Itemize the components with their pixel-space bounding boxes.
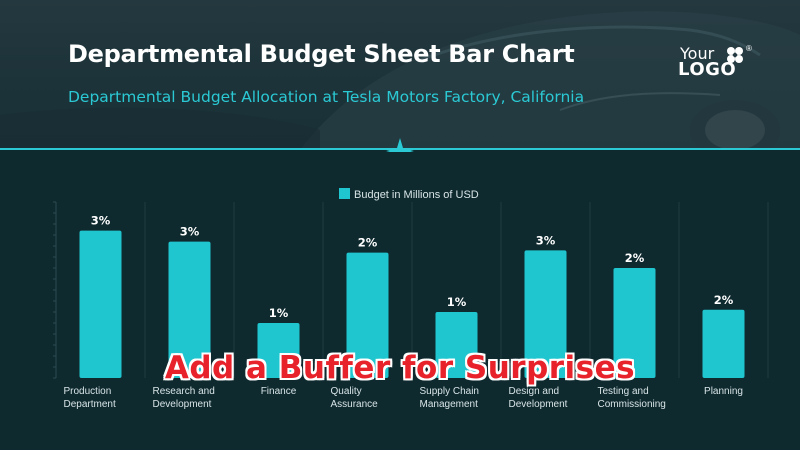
chart-grid: [53, 201, 769, 379]
category-label: Management: [420, 399, 479, 410]
logo-text-bottom: LOGO: [678, 59, 737, 80]
category-label: Research and: [153, 386, 215, 397]
bar-value-label: 2%: [714, 293, 734, 307]
legend-label: Budget in Millions of USD: [354, 189, 479, 201]
category-label: Commissioning: [598, 399, 666, 410]
bar-value-label: 1%: [447, 295, 467, 309]
bar-value-label: 2%: [358, 236, 378, 250]
sparkle-star-icon: [386, 138, 414, 164]
logo-text-top: Your: [680, 44, 715, 63]
category-label: Finance: [261, 386, 297, 397]
bar-value-label: 3%: [91, 214, 111, 228]
category-label: Design and: [509, 386, 560, 397]
bar-value-label: 3%: [180, 225, 200, 239]
overlay-caption: Add a Buffer for Surprises: [164, 350, 636, 386]
bar: [257, 323, 300, 378]
bar-value-label: 2%: [625, 251, 645, 265]
bar-value-label: 1%: [269, 306, 289, 320]
category-label: Planning: [704, 386, 743, 397]
brand-logo: Your LOGO ®: [676, 44, 766, 84]
category-label: Testing and: [598, 386, 649, 397]
bar: [346, 252, 389, 378]
header-banner: Departmental Budget Sheet Bar Chart Depa…: [0, 0, 800, 150]
chart-value-labels: 3% 3% 1% 2% 1% 3% 2% 2%: [91, 214, 734, 320]
bar-value-label: 3%: [536, 233, 556, 247]
category-label: Assurance: [331, 399, 379, 410]
legend-swatch: [339, 188, 350, 199]
category-label: Production: [64, 386, 112, 397]
page-title: Departmental Budget Sheet Bar Chart: [68, 40, 575, 68]
bar: [168, 241, 211, 378]
bar: [702, 309, 745, 378]
chart-legend: Budget in Millions of USD: [339, 188, 479, 201]
bar: [613, 268, 656, 378]
logo-registered-mark: ®: [746, 44, 752, 53]
bar: [79, 230, 122, 378]
chart-category-labels: Production Department Research and Developm…: [64, 386, 743, 410]
category-label: Department: [64, 399, 116, 410]
category-label: Development: [153, 399, 212, 410]
chart-panel: Budget in Millions of USD 3% 3% 1% 2% 1% 3% 2%…: [0, 152, 800, 450]
car-background-image: [0, 11, 800, 150]
bar: [435, 312, 478, 378]
logo-clover-icon: [727, 47, 743, 63]
bar-chart: Budget in Millions of USD 3% 3% 1% 2% 1% 3% 2%…: [53, 188, 769, 410]
category-label: Supply Chain: [420, 386, 479, 397]
category-label: Development: [509, 399, 568, 410]
chart-bars: [79, 230, 745, 378]
category-label: Quality: [331, 386, 362, 397]
page-subtitle: Departmental Budget Allocation at Tesla …: [68, 88, 585, 106]
bar: [524, 250, 567, 378]
